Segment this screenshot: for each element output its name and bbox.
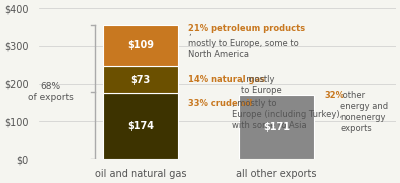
Text: $73: $73 [130,75,151,85]
Text: 68%
of exports: 68% of exports [28,82,73,102]
Text: , mostly to
Europe (including Turkey),
with some to Asia: , mostly to Europe (including Turkey), w… [232,99,342,130]
Text: $109: $109 [127,40,154,50]
Bar [103,66,178,94]
Text: $171: $171 [263,122,290,132]
Text: 32%: 32% [324,91,344,100]
Text: 14% natural gas: 14% natural gas [188,75,265,84]
Text: ,
mostly to Europe, some to
North America: , mostly to Europe, some to North Americ… [188,28,299,59]
Text: 33% crude oil: 33% crude oil [188,99,252,108]
Bar [103,25,178,66]
Text: $174: $174 [127,121,154,131]
Text: other
energy and
nonenergy
exports: other energy and nonenergy exports [340,91,388,133]
Text: , mostly
to Europe: , mostly to Europe [241,75,282,96]
Bar [103,94,178,159]
Text: 21% petroleum products: 21% petroleum products [188,24,305,33]
Bar [239,95,314,159]
